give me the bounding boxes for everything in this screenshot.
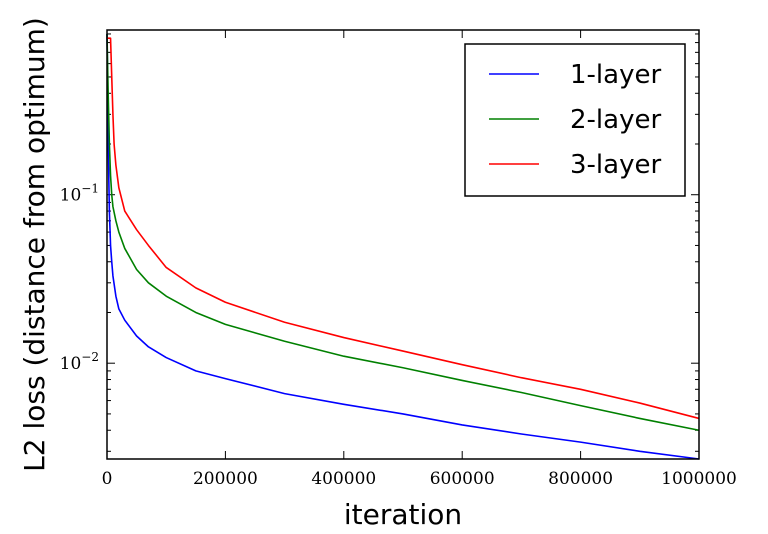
legend-label: 3-layer <box>570 150 661 180</box>
legend-label: 2-layer <box>570 105 661 135</box>
series-line-3-layer <box>107 37 700 420</box>
y-axis-title: L2 loss (distance from optimum) <box>18 17 51 472</box>
series-layer <box>106 33 700 460</box>
x-tick-label: 800000 <box>548 469 613 489</box>
x-tick-label: 0 <box>102 469 113 489</box>
y-tick-label-base: 10 <box>60 354 82 374</box>
y-tick-label-exponent: −1 <box>81 182 99 196</box>
series-line-2-layer <box>106 33 700 432</box>
x-tick-label: 1000000 <box>661 469 737 489</box>
y-tick-label-base: 10 <box>60 186 82 206</box>
x-tick-label: 600000 <box>430 469 495 489</box>
y-tick-label-exponent: −2 <box>81 350 99 364</box>
legend-label: 1-layer <box>570 60 661 90</box>
x-tick-label: 200000 <box>193 469 258 489</box>
y-tick-label: 10−1 <box>60 182 99 206</box>
x-axis-title: iteration <box>344 498 462 531</box>
plot-frame <box>106 29 700 460</box>
series-line-1-layer <box>106 33 700 460</box>
y-tick-label: 10−2 <box>60 350 99 374</box>
legend-box <box>464 43 686 197</box>
legend: 1-layer 2-layer 3-layer <box>464 43 686 197</box>
x-tick-label: 400000 <box>311 469 376 489</box>
